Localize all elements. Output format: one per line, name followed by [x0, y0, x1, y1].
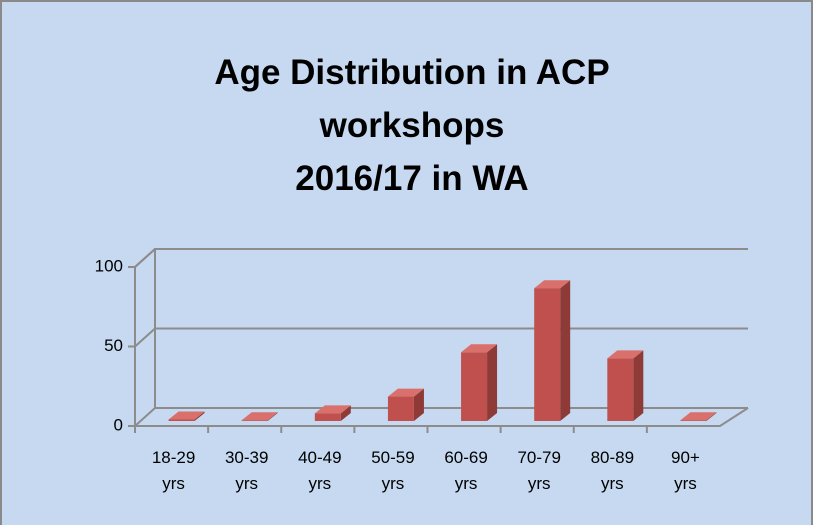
x-tick-label: 30-39 yrs	[224, 448, 269, 493]
bar-top	[680, 412, 717, 421]
bar	[461, 352, 488, 421]
bar	[241, 420, 268, 421]
bar	[314, 413, 341, 421]
x-tick-label: 60-69 yrs	[444, 448, 488, 493]
y-tick-label: 50	[104, 336, 123, 355]
bar-top	[461, 344, 498, 353]
bar-side	[194, 411, 205, 421]
floor	[135, 407, 749, 427]
bar-top	[387, 388, 424, 397]
bar-side	[487, 344, 498, 421]
bar	[387, 396, 414, 421]
bar-side	[706, 412, 717, 421]
bar-side	[560, 280, 571, 421]
x-tick-label: 70-79 yrs	[517, 448, 561, 493]
grid-line	[134, 248, 748, 268]
y-tick-label: 0	[114, 415, 123, 434]
chart-title: workshops	[319, 106, 505, 145]
bar	[607, 358, 634, 421]
bar-top	[534, 280, 571, 289]
bar	[534, 288, 561, 421]
chart-title: Age Distribution in ACP	[214, 53, 609, 92]
y-tick-label: 100	[95, 256, 123, 275]
x-tick-label: 18-29 yrs	[151, 448, 196, 493]
bar-side	[340, 405, 351, 421]
bar	[680, 420, 707, 421]
bar-side	[267, 412, 278, 421]
x-tick-label: 90+ yrs	[671, 448, 700, 493]
bar-top	[241, 412, 278, 421]
bar-side	[633, 350, 644, 421]
x-tick-label: 80-89 yrs	[590, 448, 635, 493]
grid-line	[134, 407, 748, 427]
grid-line	[134, 327, 748, 348]
bar-top	[168, 411, 205, 420]
x-tick-label: 50-59 yrs	[371, 448, 415, 493]
bar-top	[314, 405, 351, 414]
bar-top	[607, 350, 644, 359]
bar	[168, 419, 195, 421]
chart-title: 2016/17 in WA	[295, 159, 528, 198]
x-tick-label: 40-49 yrs	[298, 448, 342, 493]
bar-side	[413, 388, 424, 421]
